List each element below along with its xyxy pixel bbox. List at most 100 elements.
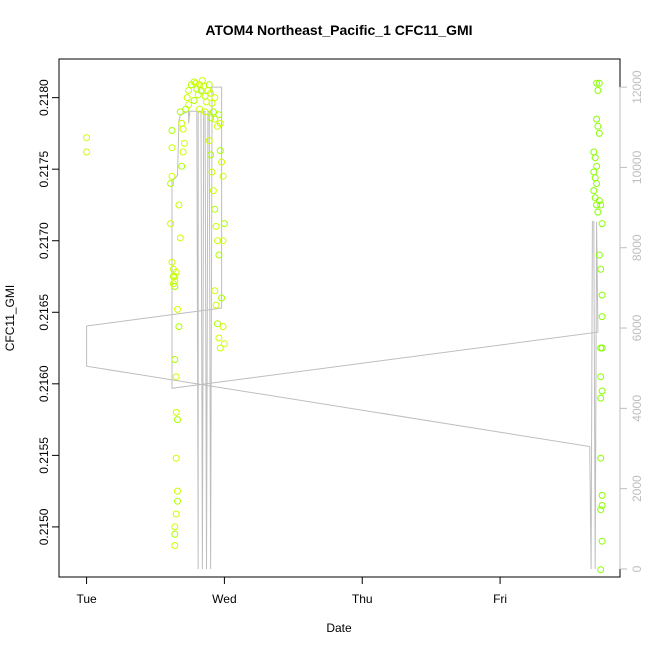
data-point	[218, 158, 226, 166]
y2-tick-label: 2000	[630, 475, 644, 502]
data-point	[167, 220, 175, 228]
data-point	[196, 105, 204, 113]
data-point	[593, 162, 601, 170]
data-point	[178, 119, 186, 127]
data-point	[211, 94, 219, 102]
data-point	[180, 139, 188, 147]
data-point	[167, 180, 175, 187]
data-point	[171, 356, 179, 363]
x-tick-label: Tue	[76, 592, 97, 606]
data-point	[597, 201, 605, 209]
y-axis: 0.2150 0.2155 0.2160 0.2165 0.2170 0.2175 0.21…	[37, 79, 60, 545]
data-point	[219, 323, 227, 331]
data-point	[595, 251, 603, 259]
data-point	[168, 258, 176, 266]
y2-tick-label: 0	[630, 565, 644, 572]
data-point	[178, 162, 186, 170]
y2-tick-label: 6000	[630, 314, 644, 341]
y2-tick-label: 8000	[630, 234, 644, 261]
x-tick-label: Wed	[212, 592, 236, 606]
data-point	[172, 454, 180, 462]
data-point	[182, 105, 190, 113]
data-point	[176, 108, 184, 116]
data-point	[211, 205, 219, 213]
data-point	[591, 174, 599, 182]
data-point	[172, 373, 180, 381]
x-tick-label: Thu	[352, 592, 373, 606]
data-point	[593, 180, 601, 187]
y2-axis: 0 2000 4000 6000 8000 10000 12000	[619, 70, 644, 572]
data-point	[172, 268, 180, 276]
data-point	[190, 78, 198, 86]
data-point	[194, 91, 202, 99]
x-axis-label: Date	[326, 621, 352, 635]
data-point	[175, 201, 183, 209]
y-tick-label: 0.2170	[37, 222, 51, 259]
chart-title: ATOM4 Northeast_Pacific_1 CFC11_GMI	[205, 22, 472, 38]
points-group	[83, 77, 606, 574]
y2-tick-label: 12000	[630, 70, 644, 104]
data-point	[598, 291, 606, 299]
data-point	[598, 491, 606, 499]
y-tick-label: 0.2180	[37, 79, 51, 116]
series-line-group	[86, 86, 599, 570]
data-point	[176, 234, 184, 242]
data-point	[595, 197, 603, 205]
data-point	[594, 122, 602, 130]
data-point	[207, 151, 215, 159]
data-point	[205, 81, 213, 89]
y-axis-label: CFC11_GMI	[3, 285, 17, 351]
data-point	[208, 99, 216, 107]
series-line	[86, 86, 599, 570]
data-point	[209, 108, 217, 116]
data-point	[198, 77, 206, 84]
data-point	[190, 97, 198, 104]
data-point	[168, 127, 176, 134]
data-point	[174, 487, 181, 495]
data-point	[594, 87, 602, 94]
data-point	[597, 373, 605, 381]
data-point	[598, 537, 606, 545]
data-point	[168, 144, 176, 152]
x-axis: Tue Wed Thu Fri	[76, 576, 507, 606]
data-point	[598, 220, 606, 228]
data-point	[219, 172, 227, 180]
data-point	[590, 187, 598, 195]
data-point	[175, 323, 183, 331]
data-point	[185, 87, 193, 94]
data-point	[179, 125, 187, 133]
data-point	[215, 111, 223, 119]
data-point	[590, 168, 598, 176]
data-point	[171, 273, 179, 280]
data-point	[597, 566, 605, 574]
data-point	[216, 147, 224, 155]
data-point	[594, 208, 602, 216]
data-point	[591, 154, 599, 162]
data-point	[219, 237, 227, 245]
data-point	[201, 108, 209, 116]
data-point	[212, 301, 220, 309]
data-point	[83, 134, 91, 142]
data-point	[174, 497, 181, 505]
data-point	[597, 394, 605, 402]
data-point	[214, 320, 221, 328]
data-point	[597, 265, 605, 273]
y2-tick-label: 10000	[630, 150, 644, 184]
data-point	[211, 287, 219, 295]
data-point	[211, 115, 219, 123]
data-point	[598, 313, 606, 321]
data-point	[598, 502, 606, 509]
data-point	[171, 283, 179, 290]
data-point	[171, 542, 179, 549]
y-tick-label: 0.2165	[37, 294, 51, 331]
y-tick-label: 0.2150	[37, 508, 51, 545]
data-point	[168, 172, 176, 180]
data-point	[595, 129, 603, 137]
data-point	[171, 523, 179, 531]
data-point	[598, 344, 606, 352]
data-point	[593, 115, 601, 123]
data-point	[209, 187, 217, 195]
data-point	[174, 416, 181, 424]
data-point	[597, 454, 605, 462]
